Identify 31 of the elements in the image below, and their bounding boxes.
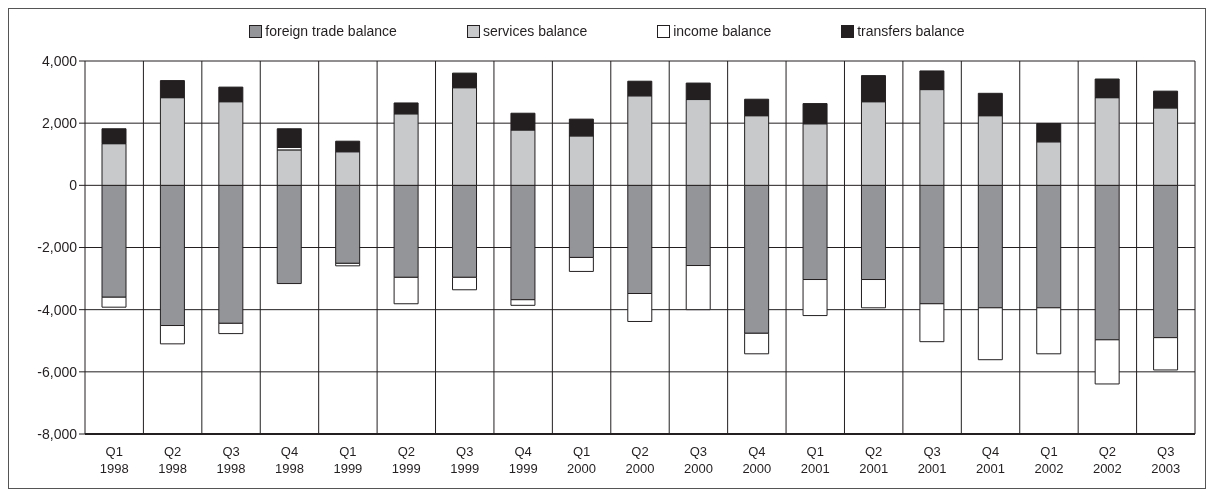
x-tick-label: Q4 1998 [275,444,304,476]
x-tick-label: Q4 1999 [508,444,538,476]
legend-label: services balance [481,23,588,39]
y-tick-label: 2,000 [41,115,78,132]
x-tick-label: Q2 1998 [158,444,188,476]
y-tick-label: -2,000 [37,239,78,256]
x-tick-label: Q4 2001 [976,444,1005,476]
x-tick-label: Q3 2000 [683,444,713,476]
x-tick-label: Q2 1999 [391,444,421,476]
x-tick-label: Q1 1998 [99,444,129,476]
y-tick-label: -4,000 [37,301,78,318]
legend-label: income balance [672,23,772,39]
y-tick-label: -8,000 [37,425,78,442]
x-tick-label: Q1 2001 [800,444,830,476]
x-tick-label: Q3 1998 [216,444,246,476]
x-tick-label: Q1 2002 [1034,444,1064,476]
x-tick-label: Q2 2000 [625,444,655,476]
x-tick-label: Q3 2001 [917,444,947,476]
y-tick-label: 4,000 [41,52,78,69]
legend-label: foreign trade balance [264,23,397,39]
x-tick-label: Q4 2000 [742,444,772,476]
y-tick-label: 0 [69,177,78,194]
x-tick-label: Q3 2003 [1151,444,1181,476]
x-tick-label: Q1 2000 [567,444,597,476]
bar [276,128,302,148]
y-tick-label: -6,000 [37,363,78,380]
legend-label: transfers balance [856,23,965,39]
x-tick-label: Q2 2001 [859,444,889,476]
x-tick-label: Q1 1999 [333,444,363,476]
x-tick-label: Q2 2002 [1092,444,1122,476]
x-tick-label: Q3 1999 [450,444,480,476]
